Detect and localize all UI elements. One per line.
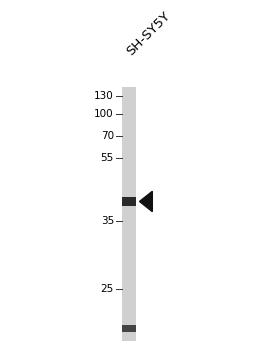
- Bar: [122, 197, 136, 206]
- Bar: [122, 87, 136, 341]
- Text: SH-SY5Y: SH-SY5Y: [124, 9, 173, 58]
- Text: 130: 130: [94, 91, 114, 101]
- Bar: [122, 325, 136, 332]
- Text: 35: 35: [101, 216, 114, 227]
- Text: 100: 100: [94, 109, 114, 119]
- Text: 55: 55: [101, 153, 114, 163]
- Polygon shape: [140, 191, 152, 212]
- Text: 25: 25: [101, 284, 114, 294]
- Text: 70: 70: [101, 131, 114, 141]
